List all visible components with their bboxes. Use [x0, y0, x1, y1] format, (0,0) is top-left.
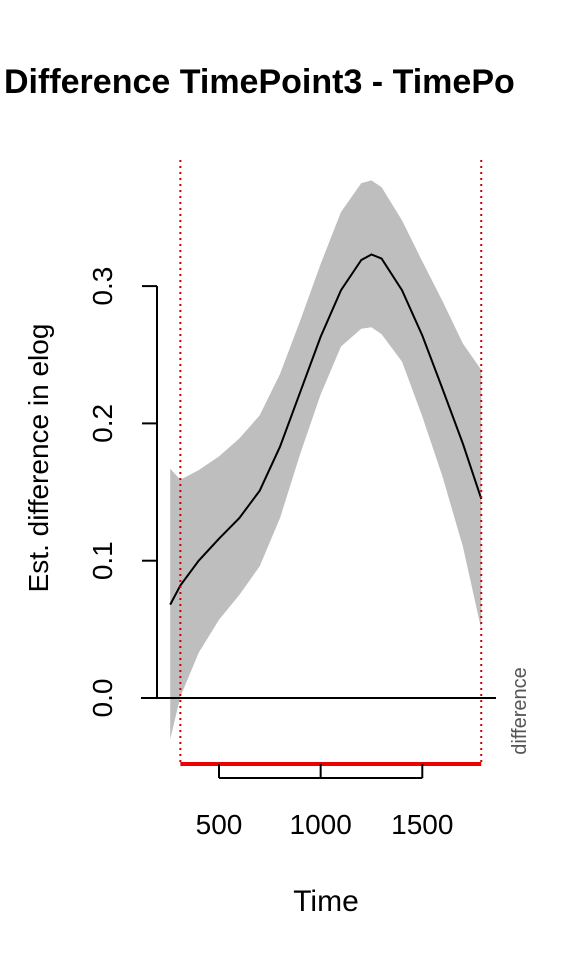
x-axis-label: Time [293, 885, 359, 918]
estimate-line [169, 253, 483, 606]
y-axis-label: Est. difference in elog [23, 324, 54, 593]
y-tick-label: 0.3 [87, 267, 118, 306]
x-tick-label: 1000 [290, 809, 352, 840]
y-tick-label: 0.2 [87, 404, 118, 443]
y-tick-label: 0.0 [87, 679, 118, 718]
plot-area: 0.0 0.1 0.2 0.3 500 1000 1500 [87, 160, 496, 840]
chart-title: Difference TimePoint3 - TimePo [4, 63, 515, 101]
x-tick-label: 500 [196, 809, 243, 840]
x-tick-label: 1500 [391, 809, 453, 840]
y-tick-label: 0.1 [87, 541, 118, 580]
side-label: difference [509, 667, 531, 754]
confidence-band [170, 180, 482, 740]
